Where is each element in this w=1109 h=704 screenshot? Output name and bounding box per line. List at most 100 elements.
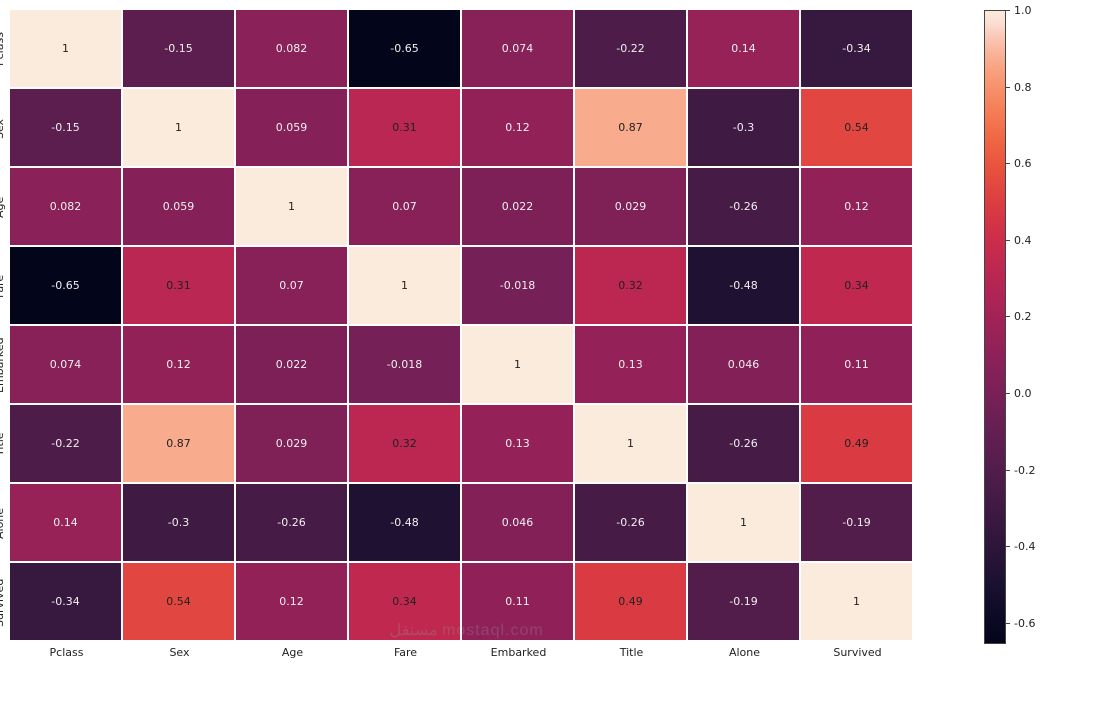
x-tick-label: Fare [349, 642, 462, 659]
colorbar-tick: 0.2 [1005, 310, 1032, 323]
x-tick-label: Survived [801, 642, 914, 659]
heatmap-cell: 0.31 [349, 89, 462, 168]
colorbar-tick: -0.4 [1005, 540, 1035, 553]
heatmap-cell: -0.65 [349, 10, 462, 89]
heatmap-cell: -0.15 [123, 10, 236, 89]
heatmap-cell: 0.54 [801, 89, 914, 168]
heatmap-grid: 1-0.150.082-0.650.074-0.220.14-0.34-0.15… [10, 10, 914, 642]
heatmap-cell: -0.26 [575, 484, 688, 563]
x-tick-label: Embarked [462, 642, 575, 659]
heatmap-cell: -0.3 [123, 484, 236, 563]
heatmap-cell: 0.14 [10, 484, 123, 563]
colorbar-tick-label: 0.2 [1014, 310, 1032, 323]
colorbar-tick-label: 0.8 [1014, 81, 1032, 94]
heatmap-cell: 0.87 [123, 405, 236, 484]
heatmap-cell: -0.34 [10, 563, 123, 642]
x-tick-label: Title [575, 642, 688, 659]
heatmap-cell: 0.49 [801, 405, 914, 484]
heatmap-cell: -0.19 [801, 484, 914, 563]
y-tick-label: Alone [0, 484, 10, 563]
heatmap-cell: 1 [688, 484, 801, 563]
colorbar-tick: 1.0 [1005, 4, 1032, 17]
colorbar-tick: 0.0 [1005, 387, 1032, 400]
heatmap-cell: 0.059 [123, 168, 236, 247]
heatmap-cell: 0.14 [688, 10, 801, 89]
heatmap-cell: 0.12 [236, 563, 349, 642]
figure: 1-0.150.082-0.650.074-0.220.14-0.34-0.15… [10, 10, 1099, 644]
colorbar-tick-label: 0.0 [1014, 387, 1032, 400]
heatmap-cell: -0.48 [349, 484, 462, 563]
heatmap-cell: -0.22 [575, 10, 688, 89]
heatmap-cell: -0.26 [688, 168, 801, 247]
colorbar-tick: 0.6 [1005, 157, 1032, 170]
heatmap-cell: 0.11 [462, 563, 575, 642]
heatmap-cell: -0.3 [688, 89, 801, 168]
x-tick-label: Sex [123, 642, 236, 659]
y-tick-label: Embarked [0, 326, 10, 405]
colorbar-area: -0.6-0.4-0.20.00.20.40.60.81.0 [984, 10, 1006, 644]
heatmap-cell: 0.074 [10, 326, 123, 405]
colorbar-tick-label: 0.4 [1014, 234, 1032, 247]
heatmap-cell: 0.34 [801, 247, 914, 326]
y-tick-label: Sex [0, 89, 10, 168]
heatmap-cell: 0.022 [236, 326, 349, 405]
colorbar-tick: 0.4 [1005, 234, 1032, 247]
colorbar-tick: -0.2 [1005, 464, 1035, 477]
y-tick-label: Fare [0, 247, 10, 326]
heatmap-cell: 1 [236, 168, 349, 247]
heatmap-cell: 1 [10, 10, 123, 89]
heatmap-cell: 1 [575, 405, 688, 484]
heatmap-cell: 0.13 [462, 405, 575, 484]
heatmap-cell: 0.54 [123, 563, 236, 642]
heatmap-cell: -0.65 [10, 247, 123, 326]
heatmap-cell: -0.018 [462, 247, 575, 326]
heatmap-cell: -0.19 [688, 563, 801, 642]
heatmap-cell: 1 [462, 326, 575, 405]
heatmap-cell: -0.26 [688, 405, 801, 484]
heatmap-cell: 0.082 [236, 10, 349, 89]
heatmap-cell: 0.029 [236, 405, 349, 484]
x-tick-label: Alone [688, 642, 801, 659]
heatmap-cell: 0.13 [575, 326, 688, 405]
heatmap-cell: 0.07 [349, 168, 462, 247]
heatmap-cell: 0.022 [462, 168, 575, 247]
heatmap-cell: 0.07 [236, 247, 349, 326]
x-tick-label: Age [236, 642, 349, 659]
heatmap-cell: -0.34 [801, 10, 914, 89]
heatmap-cell: 0.029 [575, 168, 688, 247]
heatmap-cell: 1 [123, 89, 236, 168]
colorbar-tick-label: 1.0 [1014, 4, 1032, 17]
colorbar-tick-label: 0.6 [1014, 157, 1032, 170]
y-tick-label: Pclass [0, 10, 10, 89]
heatmap-cell: 0.31 [123, 247, 236, 326]
colorbar-tick-label: -0.6 [1014, 617, 1035, 630]
heatmap-cell: 0.32 [349, 405, 462, 484]
colorbar-tick-label: -0.2 [1014, 464, 1035, 477]
y-tick-label: Survived [0, 563, 10, 642]
heatmap-cell: -0.26 [236, 484, 349, 563]
heatmap-cell: 0.34 [349, 563, 462, 642]
heatmap-cell: 0.12 [801, 168, 914, 247]
colorbar: -0.6-0.4-0.20.00.20.40.60.81.0 [984, 10, 1006, 644]
colorbar-tick: 0.8 [1005, 81, 1032, 94]
heatmap-cell: 0.12 [123, 326, 236, 405]
heatmap-cell: 0.074 [462, 10, 575, 89]
heatmap-cell: -0.15 [10, 89, 123, 168]
heatmap-cell: -0.018 [349, 326, 462, 405]
heatmap-cell: 0.11 [801, 326, 914, 405]
colorbar-tick-label: -0.4 [1014, 540, 1035, 553]
y-tick-label: Age [0, 168, 10, 247]
y-tick-label: Title [0, 405, 10, 484]
heatmap-cell: 0.12 [462, 89, 575, 168]
heatmap-cell: 1 [349, 247, 462, 326]
heatmap-cell: -0.48 [688, 247, 801, 326]
heatmap-cell: 0.046 [688, 326, 801, 405]
x-tick-label: Pclass [10, 642, 123, 659]
colorbar-tick: -0.6 [1005, 617, 1035, 630]
heatmap-cell: 0.87 [575, 89, 688, 168]
heatmap-cell: -0.22 [10, 405, 123, 484]
heatmap-cell: 1 [801, 563, 914, 642]
heatmap-cell: 0.059 [236, 89, 349, 168]
heatmap-cell: 0.32 [575, 247, 688, 326]
heatmap-cell: 0.046 [462, 484, 575, 563]
